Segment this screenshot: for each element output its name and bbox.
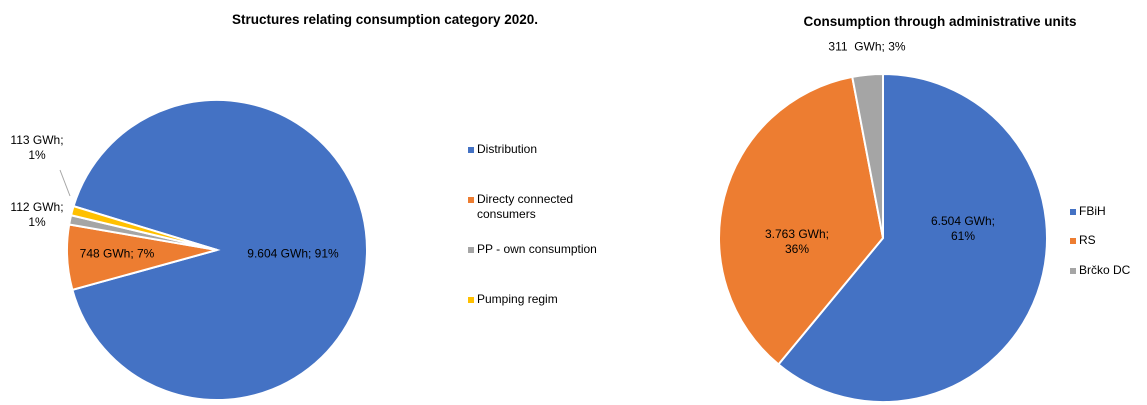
data-label: 6.504 GWh; 61%	[930, 214, 999, 243]
legend-swatch	[1070, 268, 1076, 274]
chart-title: Consumption through administrative units	[803, 14, 1077, 29]
legend-label: RS	[1079, 233, 1096, 247]
legend-label: Directy connected consumers	[477, 192, 574, 221]
legend-label: Brčko DC	[1079, 263, 1131, 277]
legend-label: FBiH	[1079, 204, 1106, 218]
legend-swatch	[468, 247, 474, 253]
data-label: 113 GWh; 1%	[10, 133, 67, 162]
data-label: 311 GWh; 3%	[828, 39, 906, 54]
legend-label: Pumping regim	[477, 292, 558, 306]
legend-swatch	[468, 147, 474, 153]
legend-swatch	[1070, 209, 1076, 215]
legend-label: Distribution	[477, 142, 538, 156]
leader-line	[59, 169, 71, 197]
pie-slice	[69, 204, 218, 251]
pie-slice	[71, 99, 368, 401]
legend-swatch	[1070, 238, 1076, 244]
legend-swatch	[468, 197, 474, 203]
data-label: 3.763 GWh; 36%	[764, 227, 833, 256]
pie-slice	[777, 72, 1048, 403]
pie-slice	[718, 75, 885, 366]
data-label: 9.604 GWh; 91%	[247, 246, 339, 261]
data-label: 112 GWh; 1%	[10, 200, 67, 229]
pie-slice	[851, 72, 884, 239]
chart-title: Structures relating consumption category…	[231, 12, 539, 27]
data-label: 748 GWh; 7%	[79, 246, 155, 261]
legend-swatch	[468, 297, 474, 303]
legend-label: PP - own consumption	[477, 242, 597, 256]
